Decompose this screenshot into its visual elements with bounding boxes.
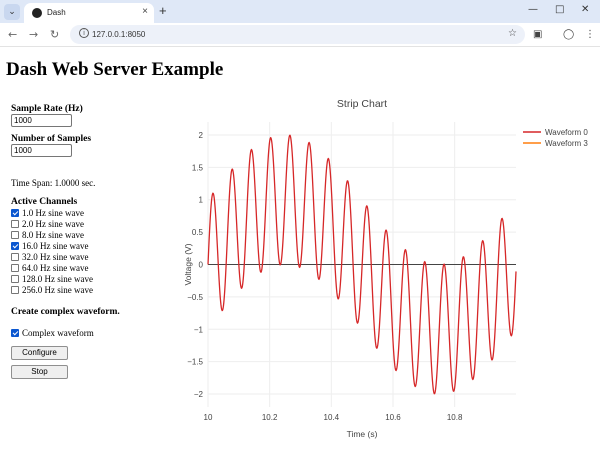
channel-checkbox[interactable] [11, 208, 19, 217]
legend-label: Waveform 3 [545, 139, 588, 148]
channel-label: 1.0 Hz sine wave [22, 207, 84, 218]
complex-waveform-checkbox[interactable] [11, 328, 19, 337]
chart-title: Strip Chart [337, 98, 387, 110]
y-axis-title: Voltage (V) [183, 243, 193, 285]
browser-tab[interactable]: Dash × [24, 3, 154, 23]
channel-label: 16.0 Hz sine wave [22, 240, 89, 251]
channel-option[interactable]: 16.0 Hz sine wave [11, 240, 120, 251]
num-samples-label: Number of Samples [11, 134, 92, 144]
complex-heading: Create complex waveform. [11, 307, 120, 317]
complex-waveform-label: Complex waveform [22, 327, 94, 338]
bookmark-star-icon[interactable]: ☆ [508, 28, 517, 39]
x-tick-label: 10.8 [447, 413, 463, 422]
channel-list: 1.0 Hz sine wave 2.0 Hz sine wave 8.0 Hz s… [11, 207, 120, 295]
minimize-icon[interactable]: — [528, 4, 538, 15]
menu-icon[interactable]: ⋮ [585, 29, 595, 40]
complex-waveform-option[interactable]: Complex waveform [11, 327, 120, 338]
channel-checkbox[interactable] [11, 252, 19, 261]
channel-option[interactable]: 8.0 Hz sine wave [11, 229, 120, 240]
channel-checkbox[interactable] [11, 219, 19, 228]
channel-checkbox[interactable] [11, 274, 19, 283]
series-line [207, 134, 517, 395]
close-window-icon[interactable]: ✕ [581, 4, 590, 15]
tab-title: Dash [47, 8, 66, 17]
configure-button[interactable]: Configure [11, 346, 68, 360]
channel-option[interactable]: 64.0 Hz sine wave [11, 262, 120, 273]
forward-icon[interactable]: → [29, 28, 39, 41]
site-info-icon[interactable]: i [79, 28, 89, 38]
extensions-icon[interactable]: ▣ [533, 29, 543, 40]
new-tab-button[interactable]: + [159, 3, 167, 18]
address-bar[interactable]: i 127.0.0.1:8050 ☆ [70, 25, 525, 44]
tab-list-button[interactable]: ⌄ [4, 4, 20, 20]
back-icon[interactable]: ← [8, 28, 18, 41]
active-channels-label: Active Channels [11, 197, 78, 207]
num-samples-input[interactable] [11, 144, 72, 157]
y-tick-label: 2 [199, 131, 204, 140]
url-text: 127.0.0.1:8050 [92, 30, 146, 39]
strip-chart[interactable]: 2 1.5 1 0.5 0 −0.5 −1 −1.5 −2 10 10.2 10.4 10.6 10.8 S… [180, 92, 600, 442]
maximize-icon[interactable]: □ [555, 4, 565, 15]
x-tick-label: 10.2 [262, 413, 278, 422]
channel-option[interactable]: 1.0 Hz sine wave [11, 207, 120, 218]
y-tick-label: 0 [199, 261, 204, 270]
y-tick-label: −1 [194, 325, 204, 334]
stop-button[interactable]: Stop [11, 365, 68, 379]
x-tick-label: 10.4 [324, 413, 340, 422]
x-tick-label: 10.6 [385, 413, 401, 422]
sample-rate-label: Sample Rate (Hz) [11, 104, 83, 114]
channel-label: 32.0 Hz sine wave [22, 251, 89, 262]
channel-checkbox[interactable] [11, 285, 19, 294]
page-title: Dash Web Server Example [6, 59, 224, 80]
y-tick-label: −2 [194, 390, 204, 399]
channel-checkbox[interactable] [11, 241, 19, 250]
legend-label: Waveform 0 [545, 128, 588, 137]
tab-bar: ⌄ Dash × + — □ ✕ [0, 0, 600, 23]
channel-option[interactable]: 128.0 Hz sine wave [11, 273, 120, 284]
channel-option[interactable]: 32.0 Hz sine wave [11, 251, 120, 262]
channel-checkbox[interactable] [11, 230, 19, 239]
channel-option[interactable]: 256.0 Hz sine wave [11, 284, 120, 295]
channel-label: 256.0 Hz sine wave [22, 284, 93, 295]
y-tick-label: 1 [199, 196, 204, 205]
y-tick-label: 0.5 [192, 228, 204, 237]
time-span-text: Time Span: 1.0000 sec. [11, 178, 96, 188]
x-tick-label: 10 [204, 413, 213, 422]
browser-toolbar: ← → ↻ i 127.0.0.1:8050 ☆ ▣ ◯ ⋮ [0, 23, 600, 47]
channel-option[interactable]: 2.0 Hz sine wave [11, 218, 120, 229]
y-tick-label: 1.5 [192, 163, 204, 172]
y-tick-label: −1.5 [187, 358, 203, 367]
profile-icon[interactable]: ◯ [563, 29, 575, 40]
channel-label: 128.0 Hz sine wave [22, 273, 93, 284]
channel-label: 64.0 Hz sine wave [22, 262, 89, 273]
channel-label: 2.0 Hz sine wave [22, 218, 84, 229]
channel-checkbox[interactable] [11, 263, 19, 272]
channel-label: 8.0 Hz sine wave [22, 229, 84, 240]
controls-panel: Sample Rate (Hz) Number of Samples Time … [11, 104, 120, 338]
x-axis-title: Time (s) [347, 429, 378, 439]
tab-close-icon[interactable]: × [142, 6, 148, 17]
sample-rate-input[interactable] [11, 114, 72, 127]
y-tick-label: −0.5 [187, 293, 203, 302]
reload-icon[interactable]: ↻ [50, 28, 60, 41]
dash-favicon-icon [32, 8, 42, 18]
